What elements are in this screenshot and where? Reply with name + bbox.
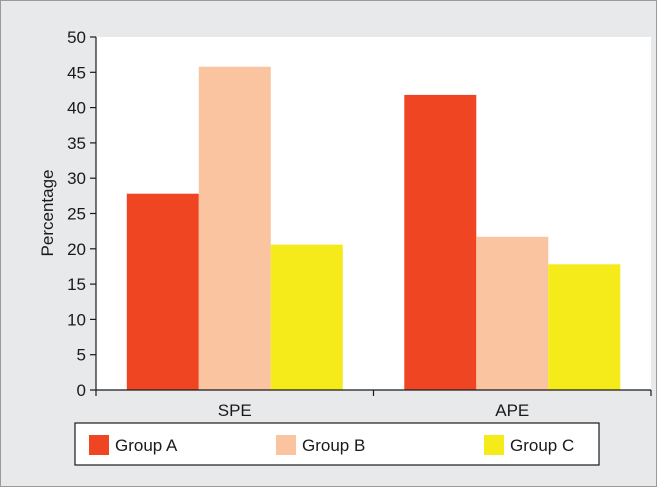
- y-tick-label: 15: [67, 275, 86, 294]
- x-category-label-spe: SPE: [218, 401, 252, 420]
- y-tick-label: 10: [67, 310, 86, 329]
- y-tick-label: 40: [67, 99, 86, 118]
- legend-label-group-a: Group A: [115, 436, 178, 455]
- legend-label-group-c: Group C: [510, 436, 574, 455]
- legend-swatch-group-b: [276, 435, 296, 455]
- x-category-label-ape: APE: [495, 401, 529, 420]
- y-tick-label: 30: [67, 169, 86, 188]
- y-tick-label: 50: [67, 28, 86, 47]
- legend-box: [74, 422, 600, 466]
- y-tick-label: 35: [67, 134, 86, 153]
- bar-group-c-ape: [548, 264, 621, 390]
- y-tick-label: 20: [67, 240, 86, 259]
- y-axis-title: Percentage: [38, 170, 57, 257]
- y-tick-label: 45: [67, 63, 86, 82]
- bar-group-b-spe: [198, 66, 271, 390]
- legend-label-group-b: Group B: [302, 436, 365, 455]
- y-tick-label: 0: [77, 381, 86, 400]
- legend-swatch-group-c: [484, 435, 504, 455]
- bar-group-b-ape: [476, 236, 549, 390]
- y-tick-label: 5: [77, 346, 86, 365]
- bar-group-c-spe: [270, 244, 343, 390]
- legend-swatch-group-a: [89, 435, 109, 455]
- bar-group-a-spe: [126, 193, 199, 390]
- y-tick-label: 25: [67, 205, 86, 224]
- bar-group-a-ape: [404, 94, 477, 391]
